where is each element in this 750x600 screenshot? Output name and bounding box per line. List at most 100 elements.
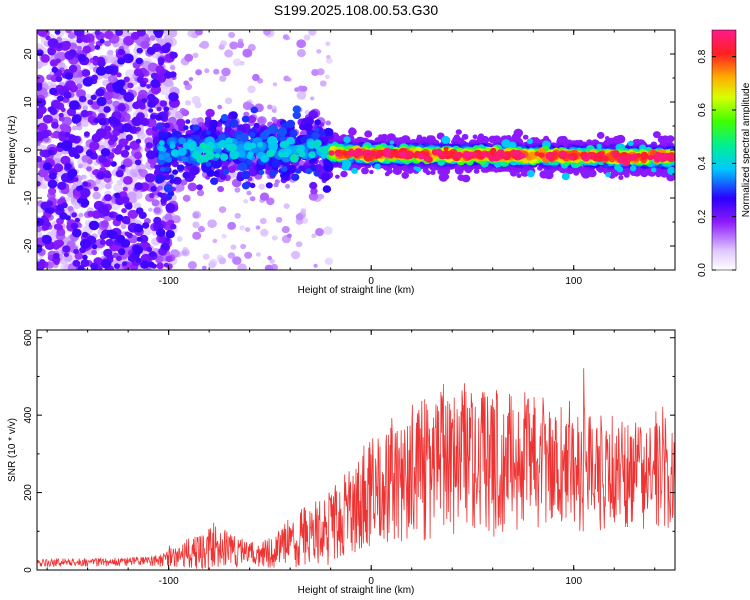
heatmap-cell — [116, 144, 123, 151]
heatmap-cell — [41, 234, 52, 245]
heatmap-cell — [98, 118, 107, 126]
heatmap-cell — [211, 159, 222, 169]
heatmap-cell — [89, 141, 100, 151]
heatmap-cell — [37, 217, 45, 227]
heatmap-cell — [135, 257, 142, 263]
heatmap-cell — [264, 264, 274, 270]
heatmap-cell — [50, 99, 61, 109]
heatmap-cell — [198, 43, 204, 48]
heatmap-cell — [166, 194, 173, 201]
heatmap-cell — [105, 238, 114, 247]
heatmap-cell — [76, 38, 83, 44]
heatmap-cell — [80, 238, 91, 249]
heatmap-cell — [295, 213, 304, 221]
heatmap-cell — [176, 236, 183, 242]
heatmap-cell — [250, 106, 259, 114]
heatmap-cell — [374, 163, 381, 170]
heatmap-cell — [97, 204, 109, 215]
heatmap-cell — [126, 232, 133, 239]
heatmap-cell — [104, 183, 112, 190]
heatmap-cell — [100, 258, 112, 269]
heatmap-cell — [311, 233, 317, 239]
heatmap-cell — [168, 92, 179, 102]
heatmap-cell — [150, 185, 157, 192]
heatmap-cell — [241, 115, 250, 123]
heatmap-cell — [260, 228, 269, 237]
heatmap-cell — [155, 45, 161, 51]
heatmap-cell — [132, 101, 141, 110]
heatmap-cell — [310, 187, 318, 195]
heatmap-cell — [115, 214, 124, 222]
heatmap-cell — [136, 236, 143, 242]
heatmap-cell — [228, 143, 237, 152]
heatmap-cell — [165, 202, 176, 212]
heatmap-cell — [234, 187, 241, 193]
heatmap-cell — [522, 134, 529, 140]
heatmap-cell — [188, 77, 194, 82]
heatmap-cell — [57, 61, 66, 69]
heatmap-cell — [320, 172, 331, 181]
heatmap-cell — [74, 76, 83, 85]
heatmap-cell — [188, 143, 197, 151]
heatmap-cell — [115, 196, 125, 206]
heatmap-cell — [37, 82, 43, 88]
heatmap-cell — [430, 170, 436, 176]
heatmap-cell — [95, 88, 105, 97]
heatmap-cell — [348, 127, 357, 136]
heatmap-cell — [64, 131, 71, 138]
heatmap-cell — [49, 87, 58, 96]
heatmap-cell — [131, 171, 138, 178]
heatmap-cell — [88, 220, 100, 231]
heatmap-cell — [123, 92, 135, 102]
heatmap-cell — [170, 223, 177, 230]
heatmap-cell — [232, 256, 242, 265]
heatmap-cell — [249, 132, 256, 138]
heatmap-cell — [324, 257, 333, 265]
heatmap-cell — [249, 142, 257, 149]
heatmap-cell — [249, 182, 256, 189]
heatmap-cell — [237, 162, 248, 172]
heatmap-cell — [308, 151, 316, 159]
heatmap-cell — [44, 208, 50, 213]
heatmap-cell — [120, 164, 126, 170]
heatmap-cell — [68, 64, 78, 73]
heatmap-cell — [618, 175, 624, 181]
heatmap-cell — [389, 140, 395, 145]
heatmap-cell — [224, 97, 233, 105]
heatmap-cell — [156, 106, 162, 112]
heatmap-cell — [194, 30, 203, 35]
heatmap-cell — [116, 234, 126, 243]
heatmap-cell — [230, 244, 237, 250]
heatmap-cell — [150, 114, 156, 120]
heatmap-cell — [210, 177, 219, 185]
heatmap-cell — [246, 190, 252, 196]
heatmap-cell — [182, 250, 188, 256]
heatmap-cell — [78, 163, 83, 169]
heatmap-cell — [650, 167, 657, 173]
heatmap-cell — [38, 168, 49, 178]
heatmap-cell — [304, 116, 315, 126]
heatmap-cell — [192, 212, 200, 219]
heatmap-cell — [234, 212, 241, 219]
heatmap-cell — [109, 134, 118, 143]
heatmap-cell — [107, 116, 117, 125]
heatmap-cell — [72, 259, 81, 267]
heatmap-cell — [56, 204, 64, 212]
heatmap-cell — [237, 263, 247, 270]
heatmap-cell — [164, 152, 171, 158]
heatmap-cell — [37, 111, 44, 119]
heatmap-cell — [282, 34, 289, 40]
heatmap-cell — [99, 239, 106, 246]
heatmap-cell — [136, 30, 146, 37]
heatmap-cell — [263, 30, 272, 36]
heatmap-cell — [229, 119, 239, 128]
heatmap-cell — [80, 198, 90, 207]
heatmap-cell — [82, 105, 88, 111]
heatmap-cell — [266, 197, 275, 206]
heatmap-cell — [37, 61, 43, 69]
heatmap-cell — [148, 207, 153, 212]
heatmap-cell — [149, 251, 156, 258]
heatmap-cell — [246, 159, 253, 165]
heatmap-cell — [217, 104, 223, 110]
heatmap-cell — [127, 82, 134, 89]
